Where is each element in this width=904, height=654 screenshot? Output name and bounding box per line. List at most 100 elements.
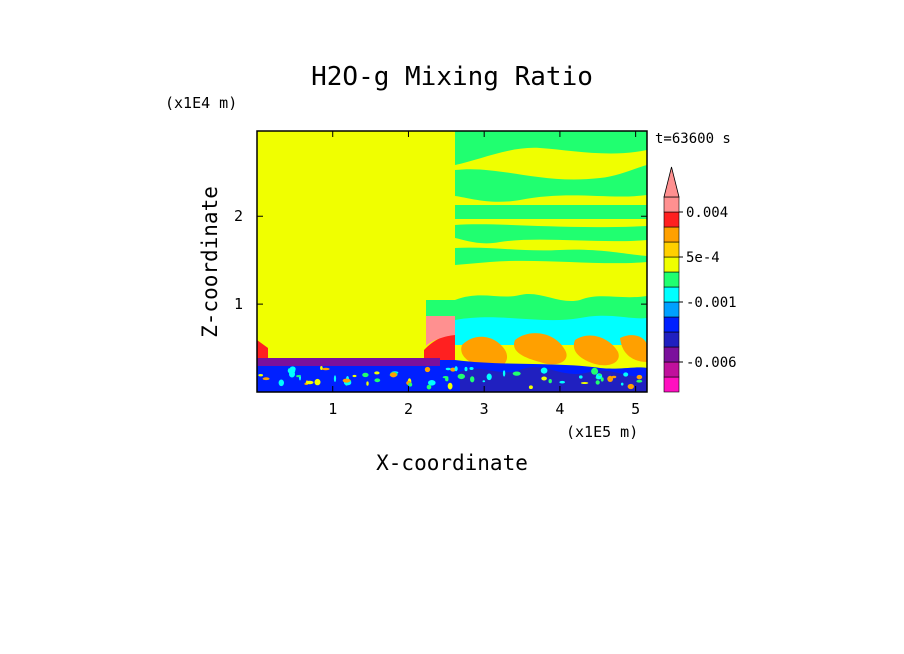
x-axis-label: X-coordinate (376, 451, 528, 475)
region-darkblue (460, 367, 647, 392)
x-tick-label: 3 (480, 400, 489, 418)
colorbar-segment (663, 196, 680, 213)
region-red (424, 334, 455, 360)
turbulence-speck (580, 382, 589, 384)
turbulence-speck (320, 366, 323, 370)
turbulence-speck (598, 373, 602, 376)
colorbar-tick-label: 5e-4 (686, 250, 720, 266)
turbulence-speck (442, 376, 449, 379)
region-red-left (257, 340, 268, 358)
turbulence-speck (541, 376, 547, 381)
turbulence-speck (445, 367, 451, 371)
region-green (455, 131, 647, 165)
turbulence-speck (447, 382, 453, 390)
y-scale-label: (x1E4 m) (165, 94, 237, 112)
turbulence-speck (595, 380, 600, 385)
turbulence-speck (366, 381, 369, 386)
turbulence-speck (540, 367, 548, 374)
plot-frame (256, 130, 648, 393)
region-orange (461, 336, 508, 369)
turbulence-speck (321, 367, 330, 371)
turbulence-speck (607, 375, 614, 382)
chart-title: H2O-g Mixing Ratio (311, 62, 593, 92)
colorbar-tick-label: -0.001 (686, 295, 737, 311)
region-purple (257, 358, 440, 366)
colorbar-segment (663, 226, 680, 243)
turbulence-speck (512, 371, 521, 376)
turbulence-speck (502, 370, 506, 377)
x-tick-label: 1 (328, 400, 337, 418)
colorbar-segment (663, 346, 680, 363)
colorbar-tick-label: -0.006 (686, 355, 737, 371)
turbulence-speck (469, 367, 474, 370)
colorbar-segment (663, 331, 680, 348)
turbulence-speck (333, 375, 337, 382)
colorbar-segment (663, 316, 680, 333)
y-tick-label: 1 (234, 295, 243, 313)
turbulence-speck (314, 378, 321, 386)
colorbar-segment (663, 301, 680, 318)
turbulence-speck (342, 378, 351, 383)
turbulence-speck (636, 379, 643, 383)
turbulence-speck (258, 374, 264, 377)
region-orange (620, 335, 647, 362)
region-green (455, 247, 647, 265)
turbulence-speck (636, 374, 643, 380)
colorbar-extend-arrow (663, 166, 680, 198)
turbulence-speck (457, 373, 465, 380)
turbulence-speck (548, 379, 552, 384)
region-lightred (426, 316, 455, 346)
colorbar-segment (663, 361, 680, 378)
turbulence-speck (450, 367, 456, 372)
turbulence-speck (620, 382, 624, 386)
colorbar-segment (663, 211, 680, 228)
region-green (426, 300, 455, 316)
x-scale-label: (x1E5 m) (566, 423, 638, 441)
x-tick-label: 5 (631, 400, 640, 418)
turbulence-speck (296, 375, 301, 378)
turbulence-speck (454, 366, 458, 372)
turbulence-speck (374, 371, 380, 375)
contour-layers (257, 131, 647, 392)
region-orange (514, 333, 567, 365)
turbulence-speck (262, 377, 270, 381)
colorbar: -0.006 -0.001 5e-4 0.004 (663, 166, 737, 393)
colorbar-tick-label: 0.004 (686, 205, 728, 221)
region-green (455, 205, 647, 219)
turbulence-speck (352, 374, 357, 378)
turbulence-speck (591, 367, 599, 375)
region-green (455, 165, 647, 202)
turbulence-speck (623, 372, 629, 377)
colorbar-segment (663, 241, 680, 258)
x-tick-label: 4 (555, 400, 564, 418)
turbulence-speck (528, 385, 533, 390)
turbulence-speck (362, 372, 369, 378)
turbulence-speck (600, 377, 604, 382)
y-axis-label: Z-coordinate (198, 186, 222, 338)
turbulence-speck (426, 384, 432, 390)
colorbar-segment (663, 271, 680, 288)
turbulence-speck (611, 375, 617, 379)
contour-field (257, 131, 647, 392)
turbulence-speck (289, 370, 295, 378)
turbulence-speck (278, 379, 284, 387)
colorbar-segment (663, 376, 680, 393)
y-tick-label: 2 (234, 207, 243, 225)
turbulence-speck (482, 380, 486, 383)
region-orange (573, 335, 619, 366)
turbulence-speck (424, 366, 431, 373)
x-tick-label: 2 (404, 400, 413, 418)
turbulence-speck (408, 382, 413, 387)
turbulence-speck (470, 376, 475, 383)
region-green (455, 224, 647, 244)
colorbar-segment (663, 256, 680, 273)
turbulence-speck (486, 373, 492, 381)
turbulence-speck (579, 375, 583, 379)
axis-ticks: 1 2 3 4 5 1 2 (234, 131, 647, 418)
turbulence-speck (559, 380, 565, 384)
turbulence-speck (305, 380, 314, 385)
turbulence-speck (627, 383, 634, 390)
turbulence-speck (464, 366, 468, 372)
turbulence-speck (390, 372, 397, 378)
